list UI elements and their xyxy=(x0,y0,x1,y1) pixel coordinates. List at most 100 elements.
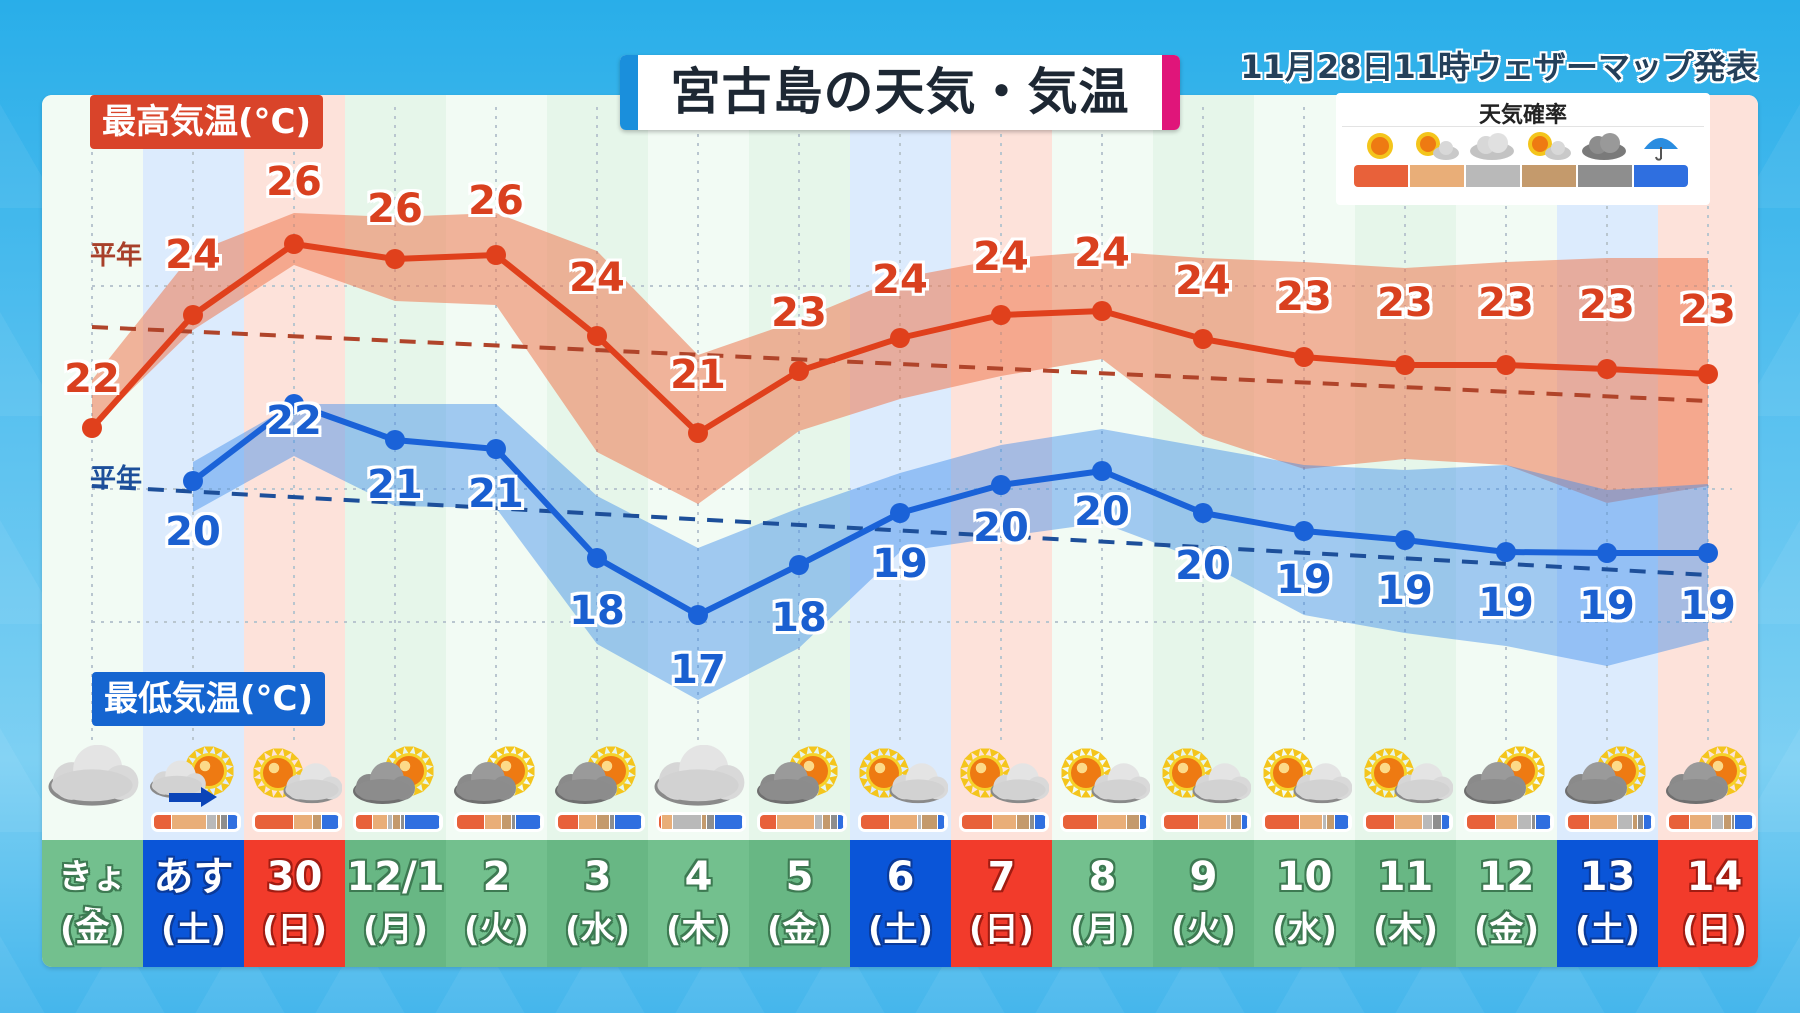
high-temp-value: 21 xyxy=(670,352,726,398)
cloudy-icon xyxy=(44,744,140,811)
low-temp-value: 22 xyxy=(266,398,322,444)
data-point xyxy=(486,439,506,459)
date-cell: 6 (土) xyxy=(850,840,951,967)
date-label: 13 xyxy=(1579,854,1636,900)
weather-probability-bar xyxy=(1262,812,1352,832)
data-point xyxy=(1092,461,1112,481)
sun-icon xyxy=(859,748,909,798)
date-label: あす xyxy=(153,854,234,900)
weekday-label: (木) xyxy=(665,910,732,950)
weather-probability-bar xyxy=(1161,812,1251,832)
cloud-icon xyxy=(150,760,206,799)
weekday-label: (土) xyxy=(1574,910,1641,950)
weekday-label: (日) xyxy=(968,910,1035,950)
cloud-sun-icon xyxy=(549,745,645,811)
dark-cloudy-icon xyxy=(1580,131,1628,161)
weather-probability-bar xyxy=(656,812,746,832)
weekday-label: (火) xyxy=(1170,910,1237,950)
rain-umbrella-icon xyxy=(1636,131,1684,161)
high-temp-value: 23 xyxy=(1377,280,1433,326)
low-temp-value: 20 xyxy=(165,509,221,555)
cloud-icon xyxy=(990,763,1050,804)
data-point xyxy=(1698,543,1718,563)
legend-swatch xyxy=(1634,165,1688,187)
weather-probability-bar xyxy=(1666,812,1756,832)
date-cell: 12 (金) xyxy=(1456,840,1557,967)
high-temp-value: 24 xyxy=(1175,258,1231,304)
legend-title: 天気確率 xyxy=(1478,103,1567,128)
data-point xyxy=(1294,347,1314,367)
low-temp-value: 19 xyxy=(872,541,928,587)
cloud-sun-icon xyxy=(448,745,544,811)
cloud-icon xyxy=(1666,762,1728,804)
date-label: 6 xyxy=(886,854,915,900)
cloud-sun-icon xyxy=(1559,745,1655,811)
date-cell: 7 (日) xyxy=(951,840,1052,967)
sun-cloud-icon xyxy=(953,745,1050,811)
sun-cloud-icon xyxy=(1357,745,1454,811)
sun-cloud-icon xyxy=(1054,745,1151,811)
data-point xyxy=(890,503,910,523)
arrow-icon xyxy=(169,787,217,807)
weekday-label: (日) xyxy=(1681,910,1748,950)
date-cell: 9 (火) xyxy=(1153,840,1254,967)
data-point xyxy=(789,361,809,381)
title-banner: 宮古島の天気・気温 xyxy=(620,55,1180,130)
date-label: 5 xyxy=(785,854,814,900)
sun-icon xyxy=(1061,748,1111,798)
weather-probability-bar xyxy=(1363,812,1453,832)
sun-cloud-icon xyxy=(852,745,949,811)
legend-swatch xyxy=(1522,165,1576,187)
weather-probability-bar xyxy=(252,812,342,832)
data-point xyxy=(1294,521,1314,541)
high-temp-value: 23 xyxy=(1478,280,1534,326)
cloud-sun-icon xyxy=(1458,745,1554,811)
cloud-icon xyxy=(1394,763,1454,804)
weather-probability-bar xyxy=(858,812,948,832)
data-point xyxy=(991,475,1011,495)
weather-probability-bar xyxy=(757,812,847,832)
low-temp-value: 19 xyxy=(1276,557,1332,603)
legend-swatch xyxy=(1354,165,1408,187)
date-cell: きょう (金) xyxy=(42,840,143,967)
data-point xyxy=(1395,355,1415,375)
data-point xyxy=(1597,359,1617,379)
date-cell: 12/1 (月) xyxy=(345,840,446,967)
cloud-icon xyxy=(48,744,139,806)
high-temp-value: 23 xyxy=(771,290,827,336)
sun-icon xyxy=(253,748,303,798)
low-temp-value: 20 xyxy=(1175,543,1231,589)
high-temp-value: 26 xyxy=(468,178,524,224)
low-temp-value: 20 xyxy=(1074,489,1130,535)
data-point xyxy=(890,328,910,348)
cloudy-to-sunny-icon xyxy=(145,745,241,811)
weather-probability-bar xyxy=(959,812,1049,832)
cloud-icon xyxy=(654,744,745,806)
high-temp-label: 最高気温(°C) xyxy=(90,95,324,149)
cloud-icon xyxy=(454,762,516,804)
data-point xyxy=(486,245,506,265)
date-label: 9 xyxy=(1189,854,1218,900)
low-temp-value: 19 xyxy=(1579,583,1635,629)
high-temp-value: 24 xyxy=(569,255,625,301)
legend-divider xyxy=(1342,126,1704,127)
data-point xyxy=(991,305,1011,325)
legend-swatch xyxy=(1410,165,1464,187)
data-point xyxy=(385,430,405,450)
weather-probability-bar xyxy=(1565,812,1655,832)
title-cap-left xyxy=(620,55,638,130)
weather-probability-bar xyxy=(1464,812,1554,832)
cloud-sun-icon xyxy=(751,745,847,811)
date-label: 11 xyxy=(1377,854,1434,900)
date-cell: 3 (水) xyxy=(547,840,648,967)
high-temp-value: 22 xyxy=(64,356,120,402)
sunny-icon xyxy=(1356,131,1404,161)
data-point xyxy=(587,326,607,346)
weekday-label: (金) xyxy=(766,910,833,950)
range-band xyxy=(193,404,1708,700)
data-point xyxy=(284,234,304,254)
weather-probability-bar xyxy=(353,812,443,832)
temp-line xyxy=(191,401,1708,618)
legend-swatch xyxy=(1578,165,1632,187)
avg-high-label: 平年 xyxy=(90,241,143,271)
